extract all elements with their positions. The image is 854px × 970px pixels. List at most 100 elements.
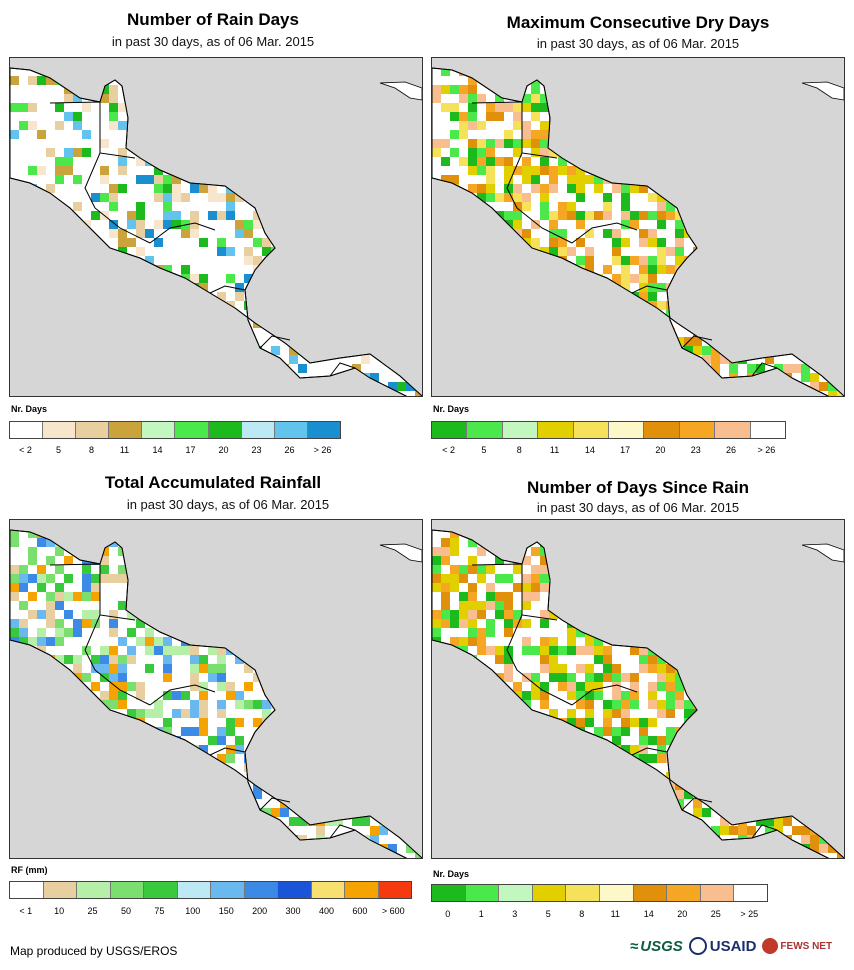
data-cell [630, 68, 639, 76]
data-cell [594, 166, 603, 175]
data-cell [280, 808, 289, 817]
data-cell [244, 664, 253, 673]
data-cell [172, 319, 181, 328]
data-cell [756, 94, 765, 103]
data-cell [19, 853, 28, 858]
data-cell [199, 121, 208, 130]
data-cell [46, 601, 55, 610]
data-cell [774, 373, 783, 382]
data-cell [549, 664, 558, 673]
data-cell [352, 592, 361, 601]
data-cell [154, 184, 163, 193]
data-cell [558, 139, 567, 148]
data-cell [450, 148, 459, 157]
data-cell [73, 283, 82, 292]
usaid-logo[interactable]: USAID [688, 937, 756, 955]
data-cell [585, 844, 594, 853]
data-cell [253, 718, 262, 727]
data-cell [666, 736, 675, 745]
data-cell [82, 229, 91, 238]
data-cell [693, 391, 702, 396]
data-cell [325, 310, 334, 319]
data-cell [612, 763, 621, 772]
data-cell [459, 619, 468, 628]
data-cell [154, 556, 163, 565]
data-cell [37, 301, 46, 310]
data-cell [253, 130, 262, 139]
data-cell [639, 274, 648, 283]
data-cell [621, 265, 630, 274]
data-cell [415, 790, 422, 799]
data-cell [154, 547, 163, 556]
data-cell [262, 301, 271, 310]
data-cell [558, 94, 567, 103]
data-cell [810, 592, 819, 601]
data-cell [468, 337, 477, 346]
data-cell [343, 202, 352, 211]
data-cell [675, 301, 684, 310]
data-cell [477, 610, 486, 619]
map-rain-days[interactable] [9, 57, 423, 397]
data-cell [55, 58, 64, 67]
data-cell [316, 103, 325, 112]
data-cell [468, 556, 477, 565]
data-cell [235, 355, 244, 364]
data-cell [513, 220, 522, 229]
data-cell [621, 373, 630, 382]
data-cell [711, 166, 720, 175]
map-total-rainfall[interactable] [9, 519, 423, 859]
data-cell [343, 382, 352, 391]
data-cell [217, 574, 226, 583]
panel-title: Maximum Consecutive Dry Days [506, 13, 770, 32]
data-cell [801, 283, 810, 292]
data-cell [747, 382, 756, 391]
data-cell [388, 283, 397, 292]
data-cell [307, 556, 316, 565]
data-cell [711, 283, 720, 292]
data-cell [549, 328, 558, 337]
data-cell [289, 790, 298, 799]
data-cell [738, 112, 747, 121]
data-cell [522, 530, 531, 538]
data-cell [720, 166, 729, 175]
data-cell [352, 754, 361, 763]
data-cell [522, 193, 531, 202]
data-cell [10, 745, 19, 754]
data-cell [594, 283, 603, 292]
data-cell [837, 148, 844, 157]
data-cell [432, 736, 441, 745]
data-cell [531, 790, 540, 799]
data-cell [145, 547, 154, 556]
legend-swatch [538, 422, 574, 438]
data-cell [684, 745, 693, 754]
data-cell [289, 139, 298, 148]
data-cell [190, 184, 199, 193]
data-cell [693, 538, 702, 547]
usgs-logo[interactable]: ≈ USGS [630, 938, 683, 955]
data-cell [738, 835, 747, 844]
data-cell [585, 583, 594, 592]
data-cell [756, 610, 765, 619]
data-cell [208, 538, 217, 547]
data-cell [352, 274, 361, 283]
data-cell [253, 817, 262, 826]
data-cell [477, 355, 486, 364]
data-cell [10, 103, 19, 112]
data-cell [513, 745, 522, 754]
data-cell [325, 691, 334, 700]
data-cell [639, 853, 648, 858]
data-cell [19, 727, 28, 736]
data-cell [567, 166, 576, 175]
data-cell [594, 583, 603, 592]
data-cell [774, 547, 783, 556]
data-cell [594, 574, 603, 583]
data-cell [675, 103, 684, 112]
fews-net-logo[interactable]: FEWS NET [762, 938, 832, 954]
data-cell [109, 202, 118, 211]
data-cell [298, 103, 307, 112]
map-max-dry-days[interactable] [431, 57, 845, 397]
data-cell [441, 646, 450, 655]
data-cell [783, 538, 792, 547]
map-days-since-rain[interactable] [431, 519, 845, 859]
data-cell [531, 565, 540, 574]
